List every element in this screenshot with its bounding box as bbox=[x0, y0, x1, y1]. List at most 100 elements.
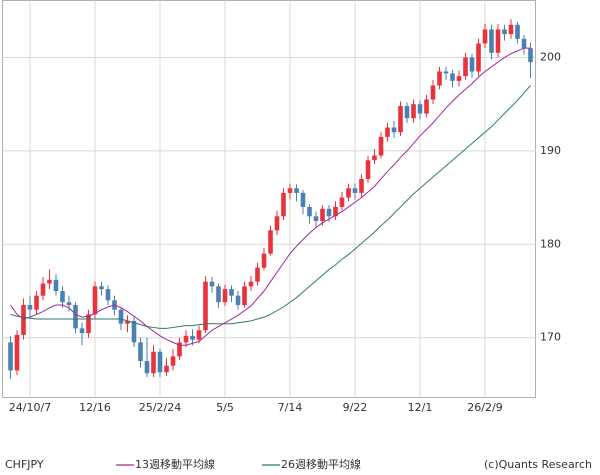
candle-body bbox=[190, 335, 195, 340]
candle-body bbox=[521, 38, 527, 49]
candle-body bbox=[151, 351, 156, 374]
candle-body bbox=[255, 267, 260, 282]
candle-body bbox=[404, 106, 410, 119]
y-tick-label: 200 bbox=[540, 50, 561, 63]
candle-body bbox=[248, 281, 254, 287]
candle-body bbox=[398, 106, 403, 133]
legend-label: 26週移動平均線 bbox=[281, 457, 361, 471]
y-tick-label: 190 bbox=[540, 144, 561, 157]
candle-body bbox=[313, 216, 319, 221]
candle-body bbox=[502, 29, 507, 35]
candle-body bbox=[8, 342, 13, 371]
x-tick-label: 24/10/7 bbox=[9, 401, 51, 414]
candle-body bbox=[411, 104, 416, 119]
candle-body bbox=[60, 291, 65, 303]
candle-body bbox=[53, 279, 59, 292]
candle-body bbox=[346, 188, 351, 198]
y-tick-label: 180 bbox=[540, 237, 561, 250]
candle-body bbox=[47, 279, 52, 284]
candle-body bbox=[177, 342, 182, 357]
candle-body bbox=[86, 314, 91, 334]
candle-body bbox=[294, 188, 299, 193]
candle-body bbox=[209, 281, 215, 287]
x-tick-label: 12/16 bbox=[79, 401, 111, 414]
x-tick-label: 9/22 bbox=[343, 401, 368, 414]
moving-average-line bbox=[10, 47, 531, 346]
candle-body bbox=[417, 104, 423, 114]
candle-body bbox=[164, 365, 169, 373]
candle-body bbox=[73, 305, 78, 329]
candle-body bbox=[333, 206, 338, 217]
candle-body bbox=[495, 29, 501, 53]
candle-body bbox=[274, 216, 280, 231]
candle-body bbox=[92, 286, 98, 315]
candle-body bbox=[242, 286, 247, 306]
candle-body bbox=[216, 286, 221, 303]
credit: (c)Quants Research bbox=[484, 458, 592, 471]
x-tick-label: 26/2/9 bbox=[467, 401, 502, 414]
candle-body bbox=[281, 192, 286, 217]
x-tick-label: 12/1 bbox=[408, 401, 433, 414]
candle-body bbox=[489, 29, 494, 53]
candle-body bbox=[138, 342, 143, 362]
candle-body bbox=[79, 328, 85, 334]
candle-body bbox=[424, 99, 429, 114]
candle-body bbox=[300, 192, 306, 207]
candle-body bbox=[326, 208, 332, 217]
candle-body bbox=[456, 76, 462, 81]
candle-body bbox=[391, 127, 397, 133]
candle-body bbox=[430, 85, 436, 100]
candle-body bbox=[508, 24, 514, 35]
candle-body bbox=[183, 335, 189, 343]
candle-body bbox=[170, 356, 176, 366]
candle-body bbox=[482, 29, 488, 44]
candle-body bbox=[469, 57, 475, 72]
candle-body bbox=[14, 334, 20, 371]
candle-body bbox=[261, 253, 267, 268]
candle-body bbox=[528, 48, 533, 63]
candle-body bbox=[339, 197, 345, 207]
candle-body bbox=[385, 127, 390, 137]
candle-body bbox=[125, 320, 130, 324]
x-tick-label: 5/5 bbox=[216, 401, 234, 414]
candle-body bbox=[450, 73, 455, 81]
x-tick-label: 7/14 bbox=[278, 401, 303, 414]
candle-body bbox=[105, 289, 111, 301]
candle-body bbox=[118, 309, 124, 324]
candle-body bbox=[196, 330, 202, 340]
candle-body bbox=[157, 351, 163, 373]
candle-body bbox=[378, 136, 384, 156]
candle-body bbox=[372, 155, 377, 161]
candle-body bbox=[27, 305, 33, 310]
candle-body bbox=[203, 281, 208, 331]
candle-body bbox=[66, 302, 72, 306]
candle-body bbox=[365, 160, 371, 179]
candle-body bbox=[34, 295, 39, 310]
candle-body bbox=[21, 305, 26, 335]
candle-body bbox=[359, 178, 364, 193]
candle-body bbox=[222, 289, 228, 303]
y-tick-label: 170 bbox=[540, 331, 561, 344]
legend-label: 13週移動平均線 bbox=[135, 457, 215, 471]
candle-body bbox=[515, 24, 520, 39]
candle-body bbox=[320, 208, 325, 221]
moving-average-line bbox=[10, 85, 531, 329]
candle-body bbox=[235, 295, 241, 306]
candle-body bbox=[287, 188, 293, 193]
candle-body bbox=[144, 361, 150, 374]
candle-body bbox=[307, 206, 312, 217]
candle-body bbox=[40, 283, 46, 296]
chart-title: CHFJPY bbox=[5, 458, 44, 471]
x-tick-label: 25/2/24 bbox=[139, 401, 181, 414]
candle-body bbox=[437, 71, 442, 86]
candle-body bbox=[99, 286, 104, 290]
candle-body bbox=[463, 57, 468, 77]
candle-body bbox=[352, 188, 358, 193]
plot-frame bbox=[2, 0, 536, 398]
candle-body bbox=[443, 71, 449, 74]
candle-body bbox=[229, 289, 234, 296]
candle-body bbox=[131, 320, 137, 343]
candle-body bbox=[476, 43, 481, 72]
candle-body bbox=[268, 230, 273, 254]
